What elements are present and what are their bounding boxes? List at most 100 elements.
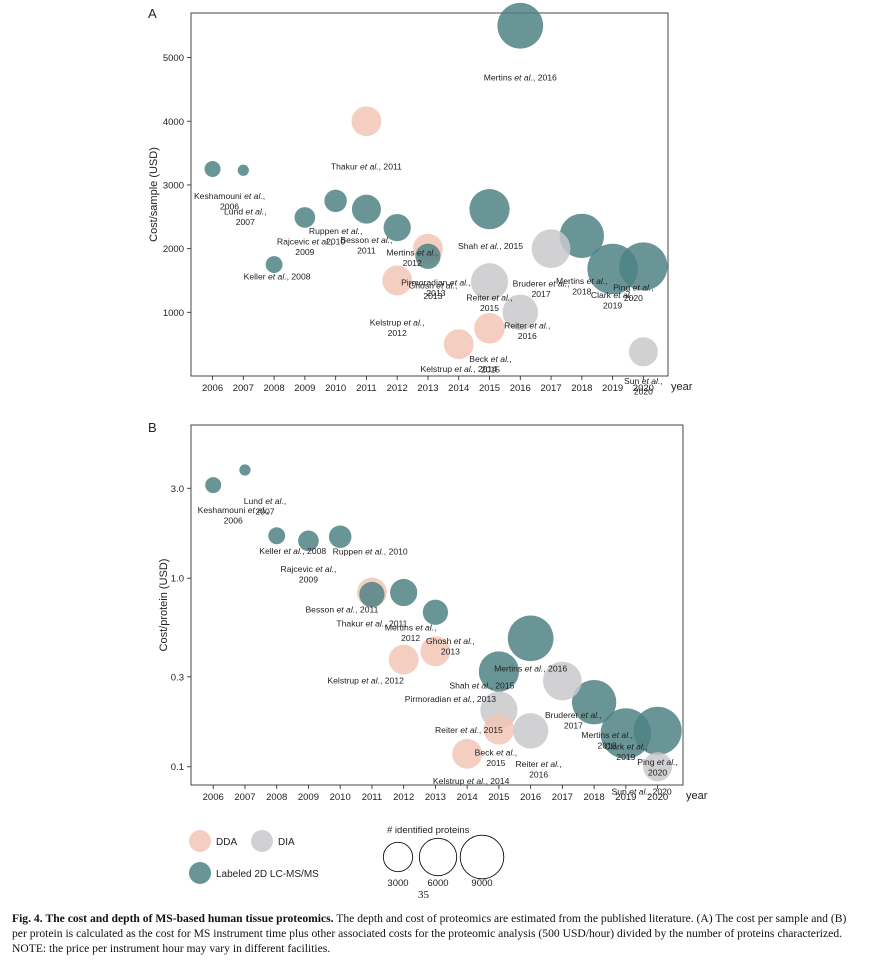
plot-frame: [190, 12, 669, 377]
legend-size-circle: [459, 834, 505, 880]
plot-frame: [190, 424, 684, 786]
bubble-labeled: [239, 464, 251, 476]
point-label: Sun et al.,: [624, 376, 663, 386]
point-label: 2015: [486, 758, 505, 768]
caption-body: The depth and cost of proteomics are est…: [12, 912, 847, 955]
legend-swatch-labeled: [189, 862, 211, 884]
point-label: Kelstrup et al.,: [370, 317, 425, 327]
bubble-dda: [388, 644, 419, 675]
point-label: Rajcevic et al.,: [280, 564, 336, 574]
point-label: Bruderer et al.,: [545, 710, 602, 720]
point-label: Ruppen et al.,: [309, 226, 363, 236]
x-axis-label: year: [671, 381, 693, 393]
point-label: Besson et al., 2011: [305, 604, 378, 614]
point-label: Ping et al.,: [637, 757, 678, 767]
x-tick-label: 2006: [203, 792, 224, 803]
point-label: 2019: [603, 301, 622, 311]
point-label: Reiter et al., 2015: [435, 725, 503, 735]
point-label: Bruderer et al.,: [513, 279, 570, 289]
point-label: 2012: [388, 328, 407, 338]
bubble-dda: [474, 312, 505, 344]
bubble-labeled: [559, 213, 605, 259]
panel-letter: B: [148, 420, 157, 435]
x-tick-label: 2010: [330, 792, 351, 803]
x-tick-label: 2006: [202, 383, 223, 394]
x-tick-label: 2016: [510, 383, 531, 394]
bubble-labeled: [469, 189, 510, 230]
bubble-labeled: [497, 2, 544, 49]
point-label: 2009: [295, 247, 314, 257]
x-tick-label: 2009: [294, 383, 315, 394]
x-tick-label: 2008: [264, 383, 285, 394]
point-label: 2020: [624, 293, 643, 303]
point-label: 2015: [480, 303, 499, 313]
point-label: Shah et al., 2015: [449, 681, 514, 691]
chart-panel-B: B Cost/protein (USD) year 2006 2007 2008 2009 2…: [148, 420, 708, 803]
point-label: Reiter et al.,: [515, 759, 561, 769]
point-label: 2020: [634, 386, 653, 396]
x-tick-label: 2011: [362, 792, 382, 803]
x-tick-label: 2019: [602, 383, 623, 394]
bubble-labeled: [422, 599, 449, 625]
y-tick-label: 2000: [163, 244, 184, 255]
point-label: Clark et al.,: [591, 290, 634, 300]
point-label: Clark et al.,: [604, 742, 647, 752]
bubble-labeled: [415, 243, 441, 269]
x-tick-label: 2015: [479, 383, 500, 394]
bubble-labeled: [204, 161, 221, 178]
point-label: Pirmoradian et al.,: [401, 278, 471, 288]
point-label: Ghosh et al.,: [409, 280, 458, 290]
y-tick-label: 5000: [163, 53, 184, 64]
x-axis-label: year: [686, 790, 708, 802]
x-tick-label: 2020: [633, 383, 654, 394]
point-label: Keller et al., 2008: [259, 546, 326, 556]
bubble-dia: [502, 294, 539, 331]
caption-fig-label: Fig. 4.: [12, 912, 43, 925]
point-label: Keller et al., 2008: [244, 272, 311, 282]
x-tick-label: 2013: [417, 383, 438, 394]
y-tick-label: 1000: [163, 308, 184, 319]
point-label: Lund et al.,: [224, 206, 267, 216]
point-label: 2013: [441, 647, 460, 657]
x-tick-label: 2009: [298, 792, 319, 803]
x-tick-label: 2020: [647, 792, 668, 803]
point-label: 2018: [572, 286, 591, 296]
x-tick-label: 2017: [540, 383, 561, 394]
point-label: Mertins et al., 2016: [494, 663, 567, 673]
x-tick-label: 2007: [233, 383, 254, 394]
bubble-labeled: [328, 525, 352, 549]
y-tick-label: 0.3: [171, 672, 184, 683]
page-number: 35: [418, 889, 429, 901]
bubble-dia: [643, 752, 673, 782]
x-tick-label: 2007: [234, 792, 255, 803]
point-label: 2010: [326, 236, 345, 246]
point-label: Besson et al.,: [340, 235, 392, 245]
legend-label: DDA: [216, 837, 237, 848]
point-label: Kelstrup et al., 2014: [421, 364, 498, 374]
bubble-labeled: [237, 164, 249, 176]
point-label: Mertins et al., 2016: [484, 73, 557, 83]
point-label: Mertins et al.,: [385, 623, 437, 633]
legend-label: Labeled 2D LC-MS/MS: [216, 869, 319, 880]
bubble-dda: [382, 265, 413, 296]
figure-canvas: A Cost/sample (USD) year 2006 2007 2008 2009 20…: [148, 2, 708, 889]
point-label: 2016: [529, 769, 548, 779]
point-label: 2017: [531, 289, 550, 299]
point-label: Lund et al.,: [244, 496, 287, 506]
x-tick-label: 2012: [393, 792, 414, 803]
bubble-labeled: [298, 530, 319, 552]
point-label: 2018: [598, 741, 617, 751]
point-label: Kelstrup et al., 2012: [327, 676, 404, 686]
y-tick-label: 0.1: [171, 762, 184, 773]
y-axis-label: Cost/protein (USD): [158, 559, 170, 652]
point-label: 2016: [518, 331, 537, 341]
x-tick-label: 2015: [488, 792, 509, 803]
bubble-labeled: [383, 214, 411, 242]
point-label: 2007: [236, 217, 255, 227]
bubble-labeled: [507, 615, 554, 662]
point-label: 2013: [423, 291, 442, 301]
point-label: Thakur et al., 2011: [331, 161, 402, 171]
point-label: Mertins et al.,: [556, 276, 608, 286]
point-label: Thakur et al., 2011: [336, 619, 407, 629]
point-label: Beck et al.,: [469, 354, 512, 364]
